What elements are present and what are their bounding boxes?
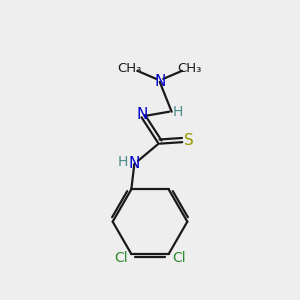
Text: H: H [173,105,183,119]
Text: N: N [136,107,148,122]
Text: S: S [184,133,194,148]
Text: N: N [129,157,140,172]
Text: Cl: Cl [114,251,128,266]
Text: CH₃: CH₃ [118,62,142,75]
Text: N: N [154,74,165,89]
Text: Cl: Cl [172,251,186,266]
Text: CH₃: CH₃ [177,62,202,75]
Text: H: H [118,154,128,169]
